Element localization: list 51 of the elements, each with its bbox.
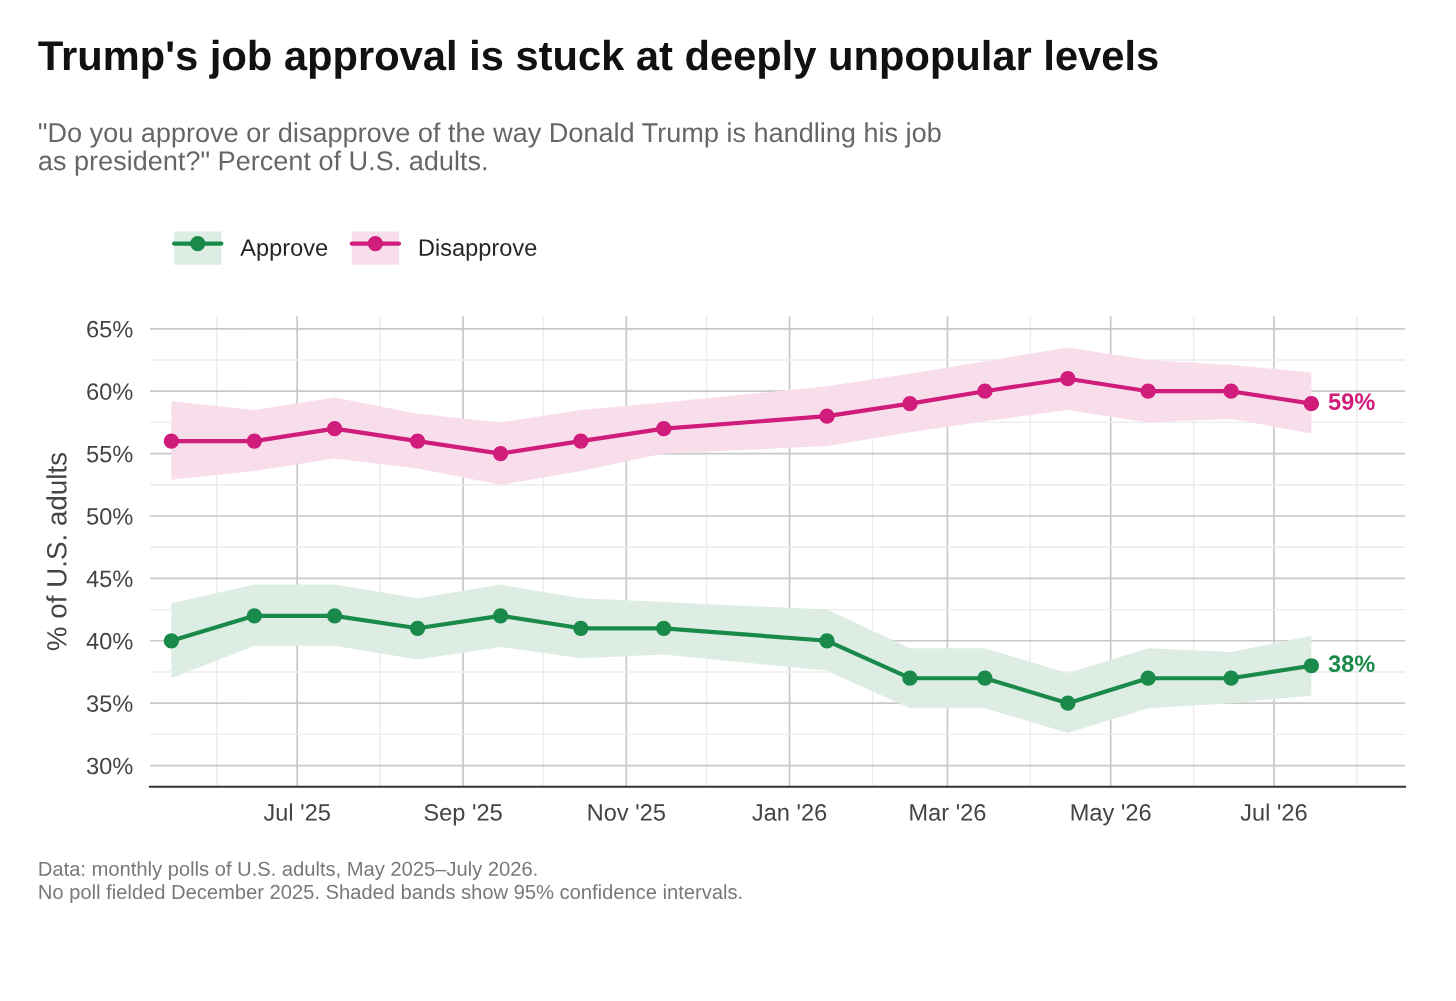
point — [573, 620, 589, 636]
y-tick-label: 55% — [86, 445, 133, 463]
y-tick-label: 35% — [86, 695, 133, 712]
point — [573, 433, 589, 449]
point — [1140, 383, 1156, 399]
point — [819, 408, 835, 424]
x-tick-label: Sep '25 — [424, 804, 502, 826]
point — [656, 421, 672, 437]
point — [977, 383, 993, 399]
point — [409, 433, 426, 449]
point — [902, 396, 918, 412]
y-axis-title: % of U.S. adults — [46, 452, 67, 651]
legend-label: Approve — [240, 239, 328, 261]
chart-subtitle: "Do you approve or disapprove of the way Donald Trump is handling his job as president?" Percent of U.S. adults. — [39, 122, 941, 176]
x-tick-label: May '26 — [1071, 804, 1151, 826]
point — [1140, 670, 1156, 686]
legend-label: Disapprove — [419, 238, 537, 261]
point — [1303, 396, 1319, 412]
x-tick-label: Jul '26 — [1240, 803, 1307, 821]
data-label: 59% — [1328, 393, 1375, 411]
point — [977, 670, 993, 686]
point — [327, 608, 343, 624]
data-label: 38% — [1328, 655, 1375, 673]
y-tick-label: 30% — [86, 757, 133, 775]
point — [409, 620, 426, 636]
point — [1223, 383, 1239, 399]
point — [163, 433, 179, 449]
chart-title: Trump's job approval is stuck at deeply unpopular levels — [38, 39, 1158, 79]
point — [327, 421, 343, 437]
y-tick-label: 65% — [87, 320, 133, 338]
point — [656, 620, 672, 636]
y-tick-label: 40% — [86, 632, 133, 650]
point — [819, 633, 835, 649]
point — [246, 608, 262, 624]
point — [902, 670, 918, 686]
point — [246, 433, 262, 449]
point — [163, 633, 179, 649]
x-tick-label: Mar '26 — [910, 804, 986, 821]
x-tick-label: Jan '26 — [752, 804, 827, 821]
text: Data: monthly polls of U.S. adults, May 2025–July 2026. No poll fielded December 2025. Shaded bands show 95% confidence intervals. — [39, 861, 742, 904]
point — [1060, 371, 1076, 387]
x-tick-label: Nov '25 — [588, 804, 665, 821]
x-tick-label: Jul '25 — [263, 803, 330, 821]
point — [1303, 658, 1319, 674]
y-tick-label: 45% — [86, 570, 133, 588]
point — [492, 608, 509, 624]
y-tick-label: 50% — [86, 508, 133, 525]
point — [1060, 695, 1076, 711]
point — [1223, 670, 1239, 686]
point — [492, 445, 509, 462]
y-tick-label: 60% — [87, 383, 133, 400]
